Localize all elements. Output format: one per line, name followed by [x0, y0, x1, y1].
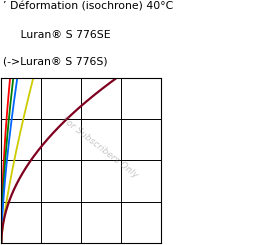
Text: Luran® S 776SE: Luran® S 776SE — [10, 30, 111, 40]
Text: For Subscribers Only: For Subscribers Only — [60, 115, 140, 180]
Text: (->Luran® S 776S): (->Luran® S 776S) — [3, 56, 107, 66]
Text: ’ Déformation (isochrone) 40°C: ’ Déformation (isochrone) 40°C — [3, 1, 173, 12]
